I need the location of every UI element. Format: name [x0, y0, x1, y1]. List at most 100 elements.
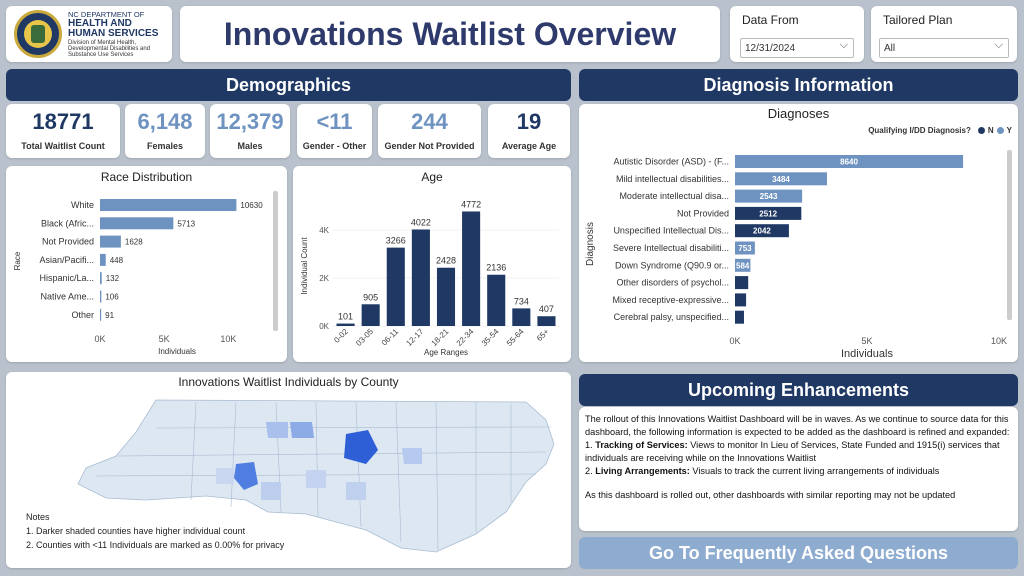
county-cumberland-area[interactable] [306, 470, 326, 488]
county-gaston[interactable] [216, 468, 234, 484]
race-category-label: White [71, 200, 94, 210]
kpi-value: 12,379 [216, 109, 284, 134]
diagnosis-value-label: 2042 [753, 227, 771, 236]
chevron-down-icon: ⌵ [839, 39, 848, 51]
race-bar [100, 217, 174, 230]
kpi-label: Total Waitlist Count [21, 141, 105, 151]
age-category-label: 35-54 [480, 327, 501, 348]
nc-county-map[interactable] [6, 372, 571, 568]
diagnosis-header: Diagnosis Information [579, 69, 1018, 101]
race-value-label: 448 [110, 256, 124, 265]
kpi-card: <11 Gender - Other [297, 104, 372, 158]
age-chart: 0K 2K 4K 101 0-02 905 03-05 3266 06-11 4022 12-17 2… [300, 199, 559, 357]
age-chart-card: Age 0K 2K 4K 101 0-02 905 03-05 3266 06-11 4022 12… [293, 166, 571, 362]
age-value-label: 407 [539, 304, 554, 314]
logo-line6: Substance Use Services [68, 51, 134, 58]
age-value-label: 4772 [461, 199, 481, 209]
age-y-axis-label: Individual Count [300, 237, 309, 295]
county-mecklenburg[interactable] [234, 462, 258, 490]
item1-text: Views to monitor In Lieu of Services, St… [585, 440, 1000, 464]
enhancements-outro: As this dashboard is rolled out, other d… [585, 490, 956, 501]
age-bar [436, 267, 456, 326]
age-tick-label: 4K [319, 226, 329, 235]
diagnosis-category-label: Severe Intellectual disabiliti... [613, 243, 729, 253]
race-value-label: 1628 [125, 238, 143, 247]
age-category-label: 22-34 [455, 327, 476, 348]
item2-bold: Living Arrangements: [595, 466, 690, 477]
diagnosis-tick-label: 10K [991, 336, 1007, 346]
enhancements-card: The rollout of this Innovations Waitlist… [579, 407, 1018, 531]
race-bar [100, 290, 102, 303]
kpi-card: 19 Average Age [488, 104, 570, 158]
race-tick-label: 0K [94, 334, 105, 344]
enhancements-item-2: 2. Living Arrangements: Visuals to track… [585, 466, 940, 477]
county-union[interactable] [261, 482, 281, 500]
county-forsyth[interactable] [266, 422, 288, 438]
race-bar [100, 235, 121, 248]
date-filter-label: Data From [742, 13, 799, 27]
age-tick-label: 2K [319, 274, 329, 283]
logo-line1: NC DEPARTMENT OF [68, 10, 145, 19]
age-bar [487, 274, 506, 326]
chevron-down-icon: ⌵ [994, 39, 1003, 51]
age-value-label: 4022 [411, 217, 431, 227]
diagnosis-scrollbar [1007, 150, 1012, 320]
age-bar [411, 229, 430, 326]
age-category-label: 03-05 [354, 327, 375, 348]
plan-filter-dropdown[interactable]: All ⌵ [879, 38, 1009, 58]
county-wake[interactable] [344, 430, 378, 464]
logo-line2: HEALTH AND [68, 17, 132, 29]
county-guilford[interactable] [290, 422, 314, 438]
race-chart-card: Race Distribution White 10630 Black (Afric… [6, 166, 287, 362]
diagnosis-category-label: Other disorders of psychol... [616, 278, 729, 288]
kpi-value: 19 [516, 109, 542, 134]
age-value-label: 3266 [386, 236, 406, 246]
race-tick-label: 5K [159, 334, 170, 344]
date-filter-dropdown[interactable]: 12/31/2024 ⌵ [740, 38, 854, 58]
logo-line3: HUMAN SERVICES [68, 27, 159, 39]
kpi-label: Males [237, 141, 263, 151]
county-robeson[interactable] [346, 482, 366, 500]
diagnosis-category-label: Mixed receptive-expressive... [612, 295, 729, 305]
diagnosis-bar [735, 241, 755, 255]
age-bar [537, 316, 556, 326]
race-category-label: Black (Afric... [41, 218, 94, 228]
diagnosis-category-label: Cerebral palsy, unspecified... [614, 312, 729, 322]
faq-button[interactable]: Go To Frequently Asked Questions [579, 537, 1018, 569]
diagnosis-category-label: Mild intellectual disabilities... [616, 174, 729, 184]
plan-filter-label: Tailored Plan [883, 13, 953, 27]
age-bar [512, 308, 531, 326]
diagnosis-value-label: 2512 [759, 209, 777, 218]
diagnosis-tick-label: 0K [729, 336, 740, 346]
county-johnston[interactable] [402, 448, 422, 464]
enhancements-intro: The rollout of this Innovations Waitlist… [585, 414, 1010, 438]
race-value-label: 132 [106, 274, 120, 283]
diagnosis-bar [735, 189, 803, 203]
race-value-label: 106 [105, 293, 119, 302]
diagnosis-category-label: Moderate intellectual disa... [619, 191, 729, 201]
page-title: Innovations Waitlist Overview [223, 15, 677, 52]
diagnosis-value-label: 2543 [760, 192, 778, 201]
legend-n-label: N [987, 126, 994, 135]
age-bar [336, 323, 355, 326]
dhhs-seal-icon [14, 10, 62, 58]
map-title: Innovations Waitlist Individuals by Coun… [178, 375, 399, 389]
legend-y-swatch [996, 127, 1004, 134]
diagnosis-category-label: Unspecified Intellectual Dis... [613, 226, 729, 236]
race-category-label: Asian/Pacifi... [39, 255, 94, 265]
race-bar [100, 199, 237, 211]
demographics-header: Demographics [6, 69, 571, 101]
diagnosis-bar [735, 258, 751, 272]
kpi-value: 18771 [32, 109, 94, 134]
map-notes-title: Notes [26, 512, 50, 522]
logo-line5: Developmental Disabilities and [68, 45, 151, 52]
diagnosis-tick-label: 5K [861, 336, 872, 346]
enhancements-item-1: 1. Tracking of Services: Views to monito… [585, 440, 1000, 464]
diagnosis-y-axis-label: Diagnosis [585, 222, 596, 266]
diagnosis-bar [735, 206, 802, 220]
age-value-label: 734 [514, 296, 529, 306]
diagnosis-bar [735, 293, 747, 307]
diagnosis-category-label: Autistic Disorder (ASD) - (F... [613, 157, 729, 167]
age-value-label: 905 [363, 292, 378, 302]
diagnosis-bar [735, 310, 744, 324]
